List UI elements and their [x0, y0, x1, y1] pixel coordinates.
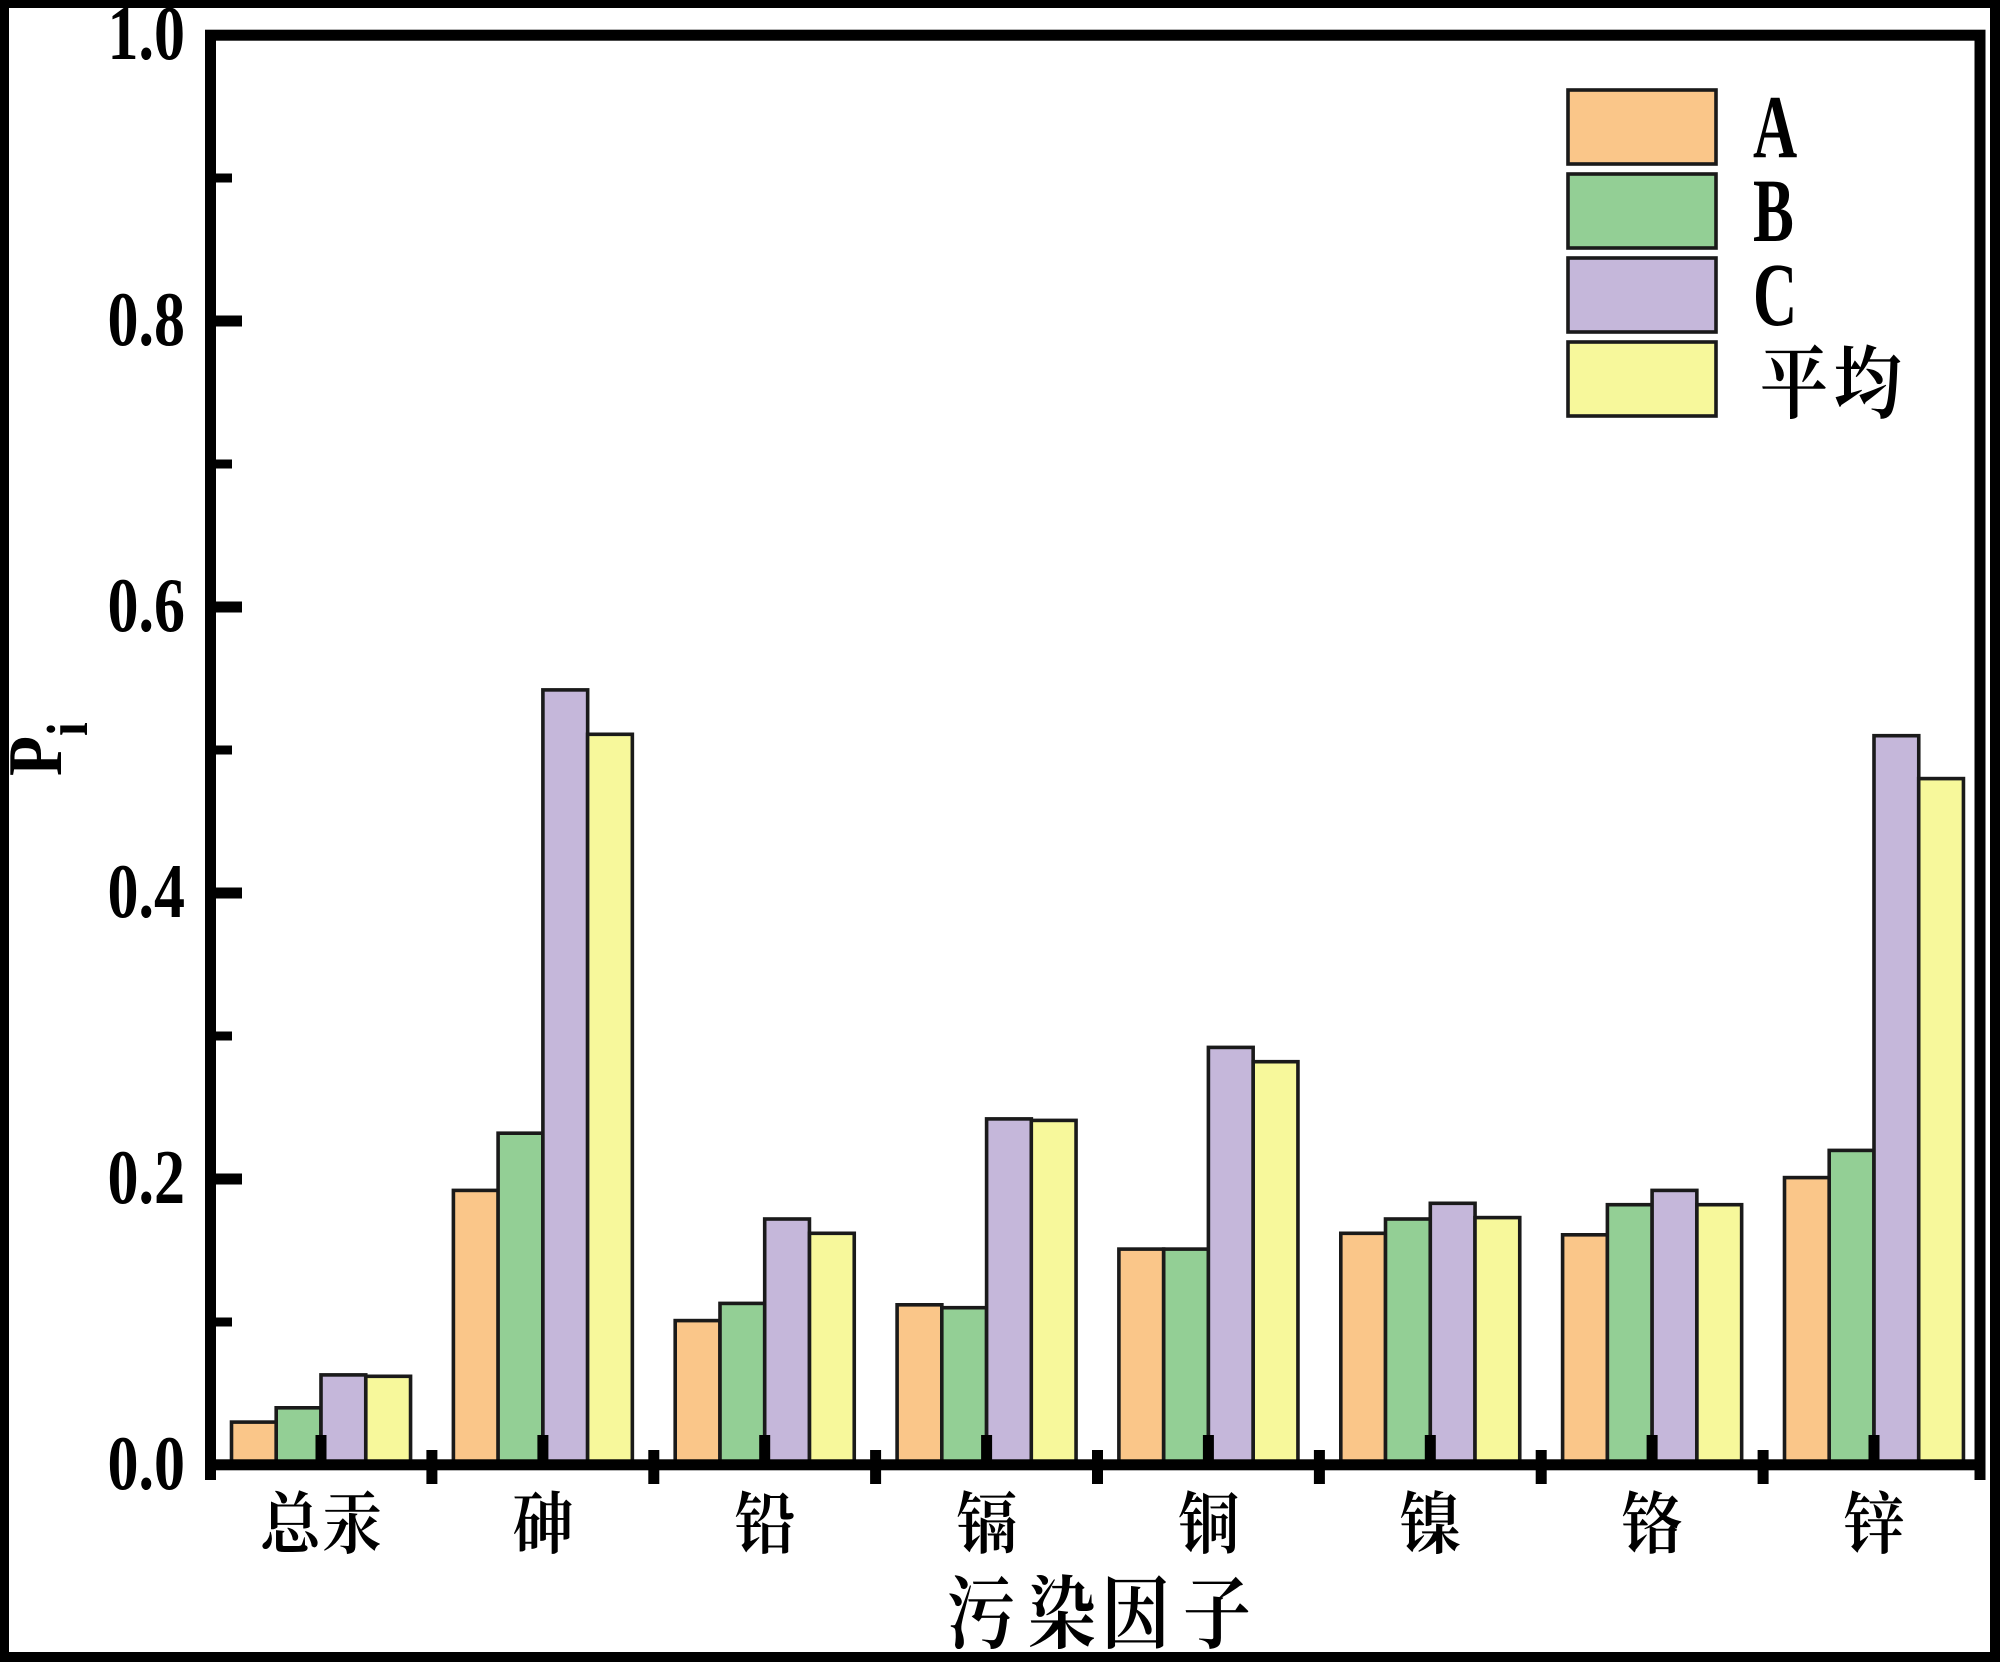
svg-text:0.2: 0.2: [108, 1136, 185, 1221]
svg-text:1.0: 1.0: [108, 0, 185, 77]
svg-text:C: C: [1753, 244, 1797, 345]
svg-text:0.6: 0.6: [108, 564, 185, 649]
svg-text:0.4: 0.4: [108, 850, 185, 935]
svg-text:0.0: 0.0: [108, 1422, 185, 1507]
svg-text:A: A: [1753, 76, 1797, 177]
svg-text:B: B: [1753, 160, 1794, 261]
svg-text:0.8: 0.8: [108, 278, 185, 363]
